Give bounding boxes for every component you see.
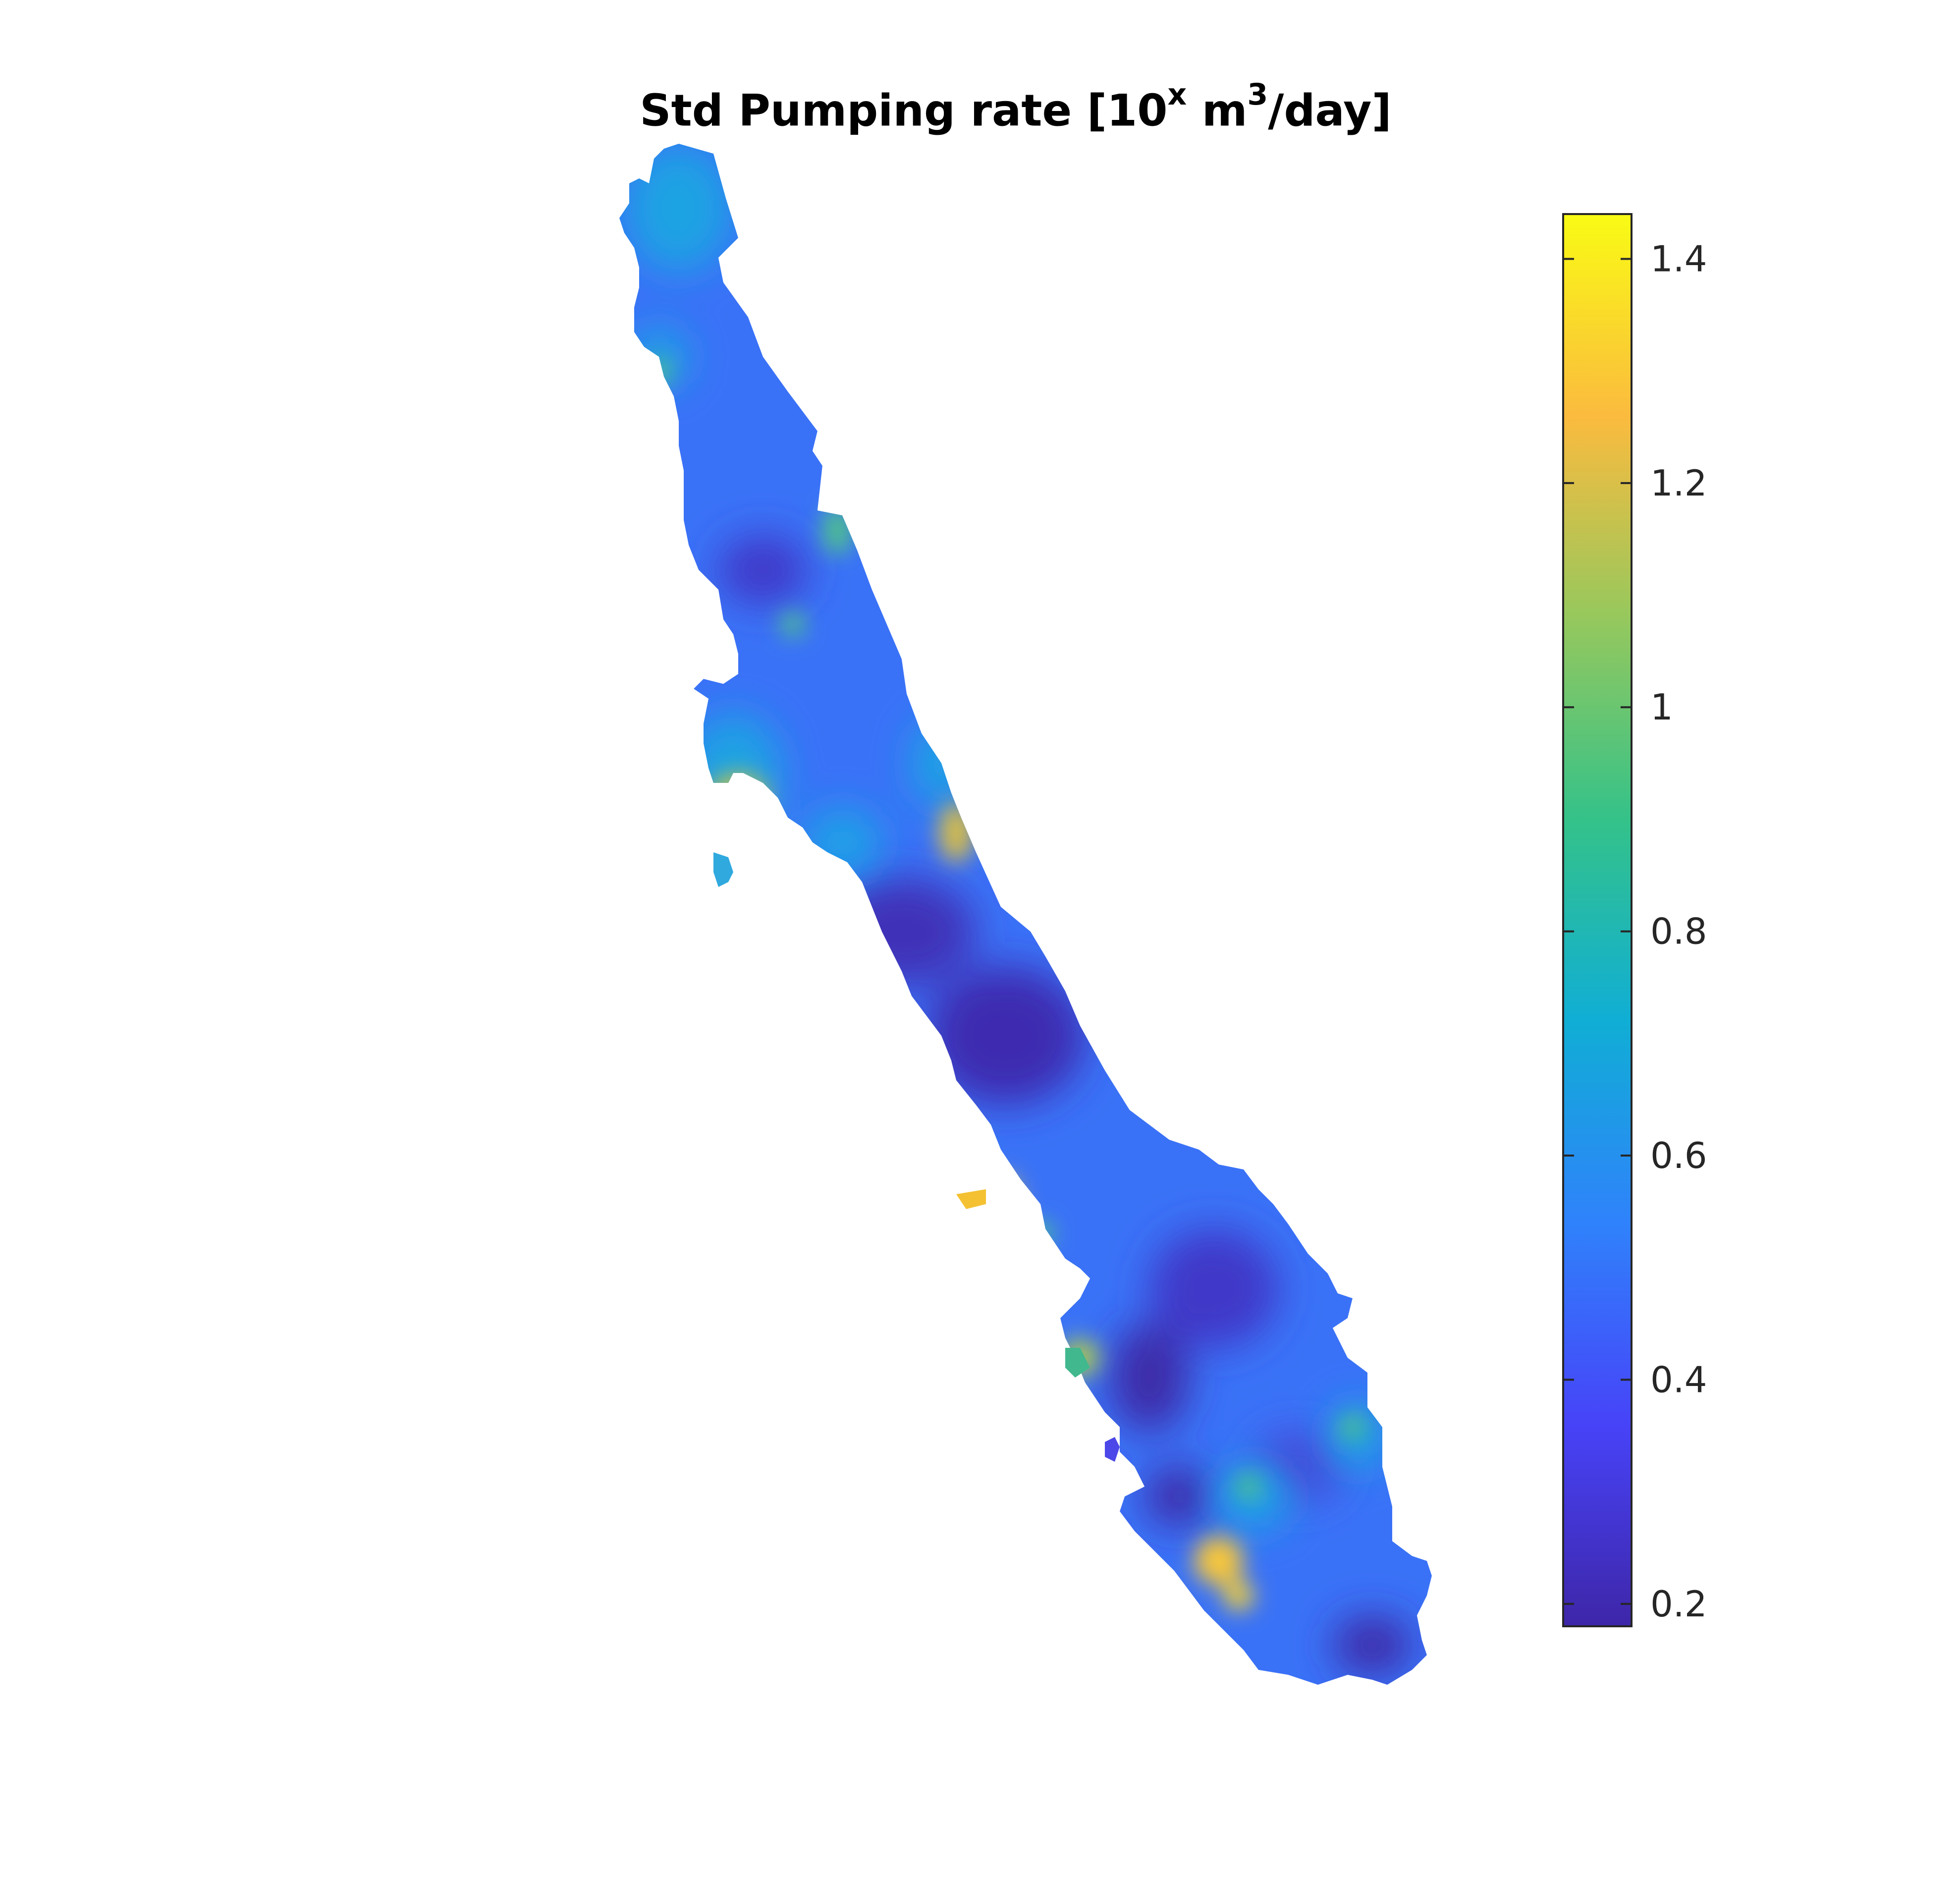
colorbar-tick-label: 1 bbox=[1650, 686, 1673, 728]
high-value-spot bbox=[780, 612, 805, 637]
map-title: Std Pumping rate [10x m3/day] bbox=[0, 77, 1960, 136]
low-value-blob bbox=[718, 535, 808, 605]
colorbar-tick-label: 1.4 bbox=[1650, 238, 1707, 279]
colorbar-ticks: 0.2 0.4 0.6 0.8 1 1.2 1.4 bbox=[1563, 238, 1707, 1625]
colorbar-tick-label: 0.8 bbox=[1650, 911, 1707, 952]
low-value-blob bbox=[1333, 1615, 1412, 1675]
mid-value-blob bbox=[803, 808, 882, 877]
high-value-spot bbox=[647, 359, 671, 384]
title-text: Std Pumping rate [10 bbox=[640, 85, 1168, 136]
low-value-blob bbox=[827, 877, 976, 986]
colorbar-gradient bbox=[1562, 213, 1633, 1627]
colorbar-tick-label: 1.2 bbox=[1650, 462, 1707, 504]
title-unit: m bbox=[1187, 85, 1248, 136]
high-value-spot bbox=[1236, 1474, 1261, 1499]
title-unit-end: /day] bbox=[1268, 85, 1392, 136]
mid-value-blob bbox=[912, 719, 971, 808]
low-value-blob bbox=[926, 966, 1085, 1105]
value-field bbox=[619, 144, 1432, 1685]
coastal-fragment bbox=[956, 1189, 986, 1209]
low-value-blob bbox=[1110, 1323, 1189, 1432]
high-value-spot bbox=[1224, 1581, 1253, 1610]
high-value-spot bbox=[1028, 1221, 1053, 1246]
high-value-spot bbox=[959, 1142, 983, 1167]
title-superscript-3: 3 bbox=[1247, 77, 1268, 112]
island-fragment bbox=[713, 852, 733, 887]
high-value-spot bbox=[981, 1174, 1021, 1234]
mid-value-blob bbox=[624, 144, 733, 273]
coastal-fragment bbox=[1065, 1348, 1090, 1378]
mid-value-blob bbox=[629, 327, 689, 387]
mid-value-blob bbox=[684, 714, 783, 832]
colorbar-tick-label: 0.6 bbox=[1650, 1135, 1707, 1176]
title-superscript-x: x bbox=[1167, 77, 1187, 112]
colorbar: 0.2 0.4 0.6 0.8 1 1.2 1.4 bbox=[1562, 213, 1707, 1627]
high-value-spot bbox=[708, 773, 768, 823]
colorbar-tick-label: 0.2 bbox=[1650, 1583, 1707, 1625]
high-value-spot bbox=[1340, 1415, 1365, 1439]
high-value-spot bbox=[1194, 1536, 1244, 1586]
colorbar-tick-label: 0.4 bbox=[1650, 1359, 1707, 1400]
low-value-blob bbox=[1144, 1467, 1214, 1526]
high-value-spot bbox=[822, 505, 852, 555]
high-value-spot bbox=[939, 803, 974, 862]
low-value-blob bbox=[1149, 1229, 1278, 1348]
island-fragment bbox=[1105, 1437, 1120, 1462]
dark-blobs bbox=[718, 535, 1412, 1675]
